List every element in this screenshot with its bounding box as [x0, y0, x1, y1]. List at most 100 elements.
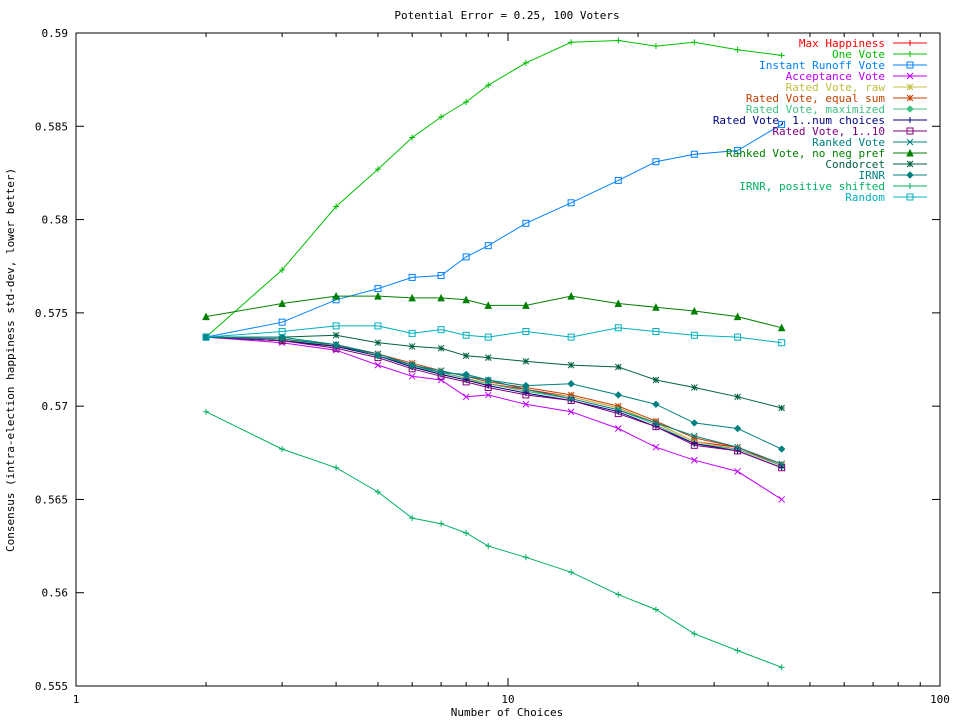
data-point [522, 301, 530, 309]
data-point [652, 303, 660, 311]
data-point [462, 370, 470, 379]
data-point [778, 404, 786, 412]
data-point [279, 266, 286, 273]
data-point [690, 331, 698, 339]
legend-marker [907, 40, 913, 46]
data-point [778, 460, 786, 468]
data-point [734, 393, 741, 401]
series-condorcet [202, 331, 786, 412]
data-point [734, 447, 742, 455]
data-point [374, 488, 381, 495]
legend-label: Instant Runoff Vote [759, 59, 885, 72]
data-point [690, 419, 699, 427]
data-point [374, 339, 382, 347]
legend-label: Rated Vote, 1..10 [772, 125, 885, 138]
data-point [437, 272, 445, 280]
data-point [690, 456, 698, 464]
legend-item: Rated Vote, 1..10 [772, 125, 927, 138]
legend-marker [906, 127, 914, 135]
legend-item: Rated Vote, 1..num choices [713, 114, 927, 127]
data-point [409, 134, 416, 141]
data-point [522, 59, 529, 66]
data-point [408, 329, 416, 337]
series-random [202, 322, 786, 347]
legend-item: Max Happiness [799, 37, 927, 50]
legend-item: Ranked Vote [812, 136, 927, 149]
data-point [614, 363, 622, 371]
data-point [614, 299, 623, 308]
y-tick-label: 0.585 [35, 120, 68, 133]
data-point [485, 543, 492, 550]
data-point [437, 344, 445, 352]
legend-label: IRNR [859, 169, 886, 182]
data-point [652, 158, 660, 166]
y-tick-label: 0.56 [42, 587, 69, 600]
data-point [652, 419, 660, 427]
data-point [567, 380, 575, 388]
data-point [733, 424, 742, 433]
data-point [438, 520, 445, 527]
data-point [437, 293, 445, 302]
data-point [522, 358, 530, 365]
data-point [690, 150, 698, 158]
data-point [522, 391, 530, 399]
data-point [333, 464, 340, 471]
series-irnr-positive-shifted [203, 408, 785, 671]
data-point [614, 176, 622, 184]
data-point [484, 391, 492, 399]
data-point [462, 253, 470, 261]
data-point [374, 291, 382, 300]
x-tick-label: 100 [930, 693, 950, 706]
data-point [374, 322, 382, 330]
data-point [652, 328, 660, 336]
data-point [652, 400, 660, 408]
data-point [522, 554, 529, 561]
legend-marker [907, 51, 913, 57]
legend-item: Rated Vote, raw [786, 81, 927, 94]
data-point [734, 647, 741, 654]
data-point [614, 391, 622, 399]
data-point [437, 326, 445, 334]
data-point [615, 37, 622, 44]
data-point [437, 376, 445, 384]
data-point [279, 446, 286, 453]
data-point [691, 630, 698, 637]
legend-marker [906, 61, 914, 69]
chart-title: Potential Error = 0.25, 100 Voters [394, 9, 619, 22]
data-point [614, 410, 622, 418]
data-point [614, 324, 622, 332]
data-point [484, 376, 492, 384]
legend-label: Ranked Vote, no neg pref [726, 147, 885, 160]
data-point [567, 333, 575, 341]
data-point [202, 333, 210, 341]
legend-marker [906, 138, 914, 146]
legend-marker [906, 83, 914, 91]
data-point [462, 295, 470, 304]
legend-label: Condorcet [825, 158, 885, 171]
legend-marker [906, 105, 914, 113]
legend-item: IRNR, positive shifted [739, 180, 927, 193]
data-point [734, 333, 742, 341]
x-tick-label: 1 [73, 693, 80, 706]
legend-marker [907, 117, 913, 123]
data-point [778, 52, 785, 59]
data-point [652, 423, 660, 431]
data-point [278, 299, 286, 308]
legend-marker [906, 171, 914, 179]
data-point [652, 606, 659, 613]
legend-label: Max Happiness [799, 37, 885, 50]
legend-label: Acceptance Vote [786, 70, 885, 83]
data-point [734, 443, 741, 451]
data-point [652, 376, 660, 384]
data-point [484, 242, 492, 250]
data-point [615, 591, 622, 598]
data-point [463, 99, 470, 106]
data-point [374, 361, 382, 369]
data-point [374, 352, 382, 360]
data-point [462, 331, 470, 339]
data-point [278, 333, 286, 341]
data-point [614, 406, 622, 414]
data-point [484, 383, 492, 391]
